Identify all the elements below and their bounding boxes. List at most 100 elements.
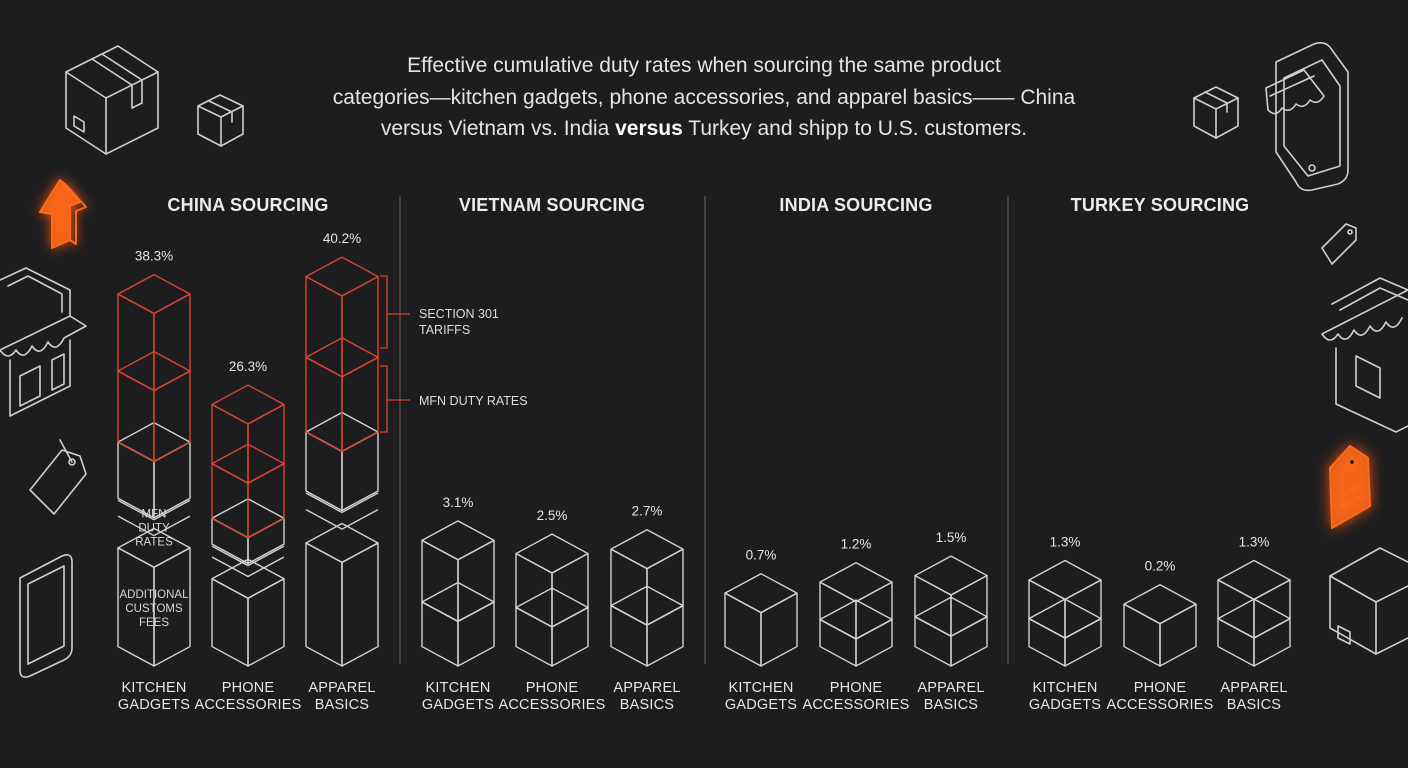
category-label: ACCESSORIES bbox=[803, 697, 910, 713]
bar: MFN DUTY RATES ADDITIONAL CUSTOMS FEES 38.3% KI… bbox=[117, 249, 191, 713]
upper-segment bbox=[819, 562, 893, 640]
cube-left-face bbox=[117, 441, 155, 519]
category-label: APPAREL bbox=[308, 680, 375, 696]
cube-left-face bbox=[515, 606, 553, 667]
cube-left-face bbox=[305, 275, 343, 378]
cube-right-face bbox=[247, 462, 285, 539]
title-line-3b: Turkey and shipp to U.S. customers. bbox=[682, 117, 1028, 140]
cube-right-face bbox=[1253, 617, 1291, 667]
cube-right-face bbox=[341, 542, 379, 667]
cube-right-face bbox=[551, 606, 589, 667]
cube-right-face bbox=[153, 293, 191, 392]
upper-segment bbox=[515, 533, 589, 628]
fees-segment bbox=[305, 522, 379, 667]
cube-right-face bbox=[153, 441, 191, 519]
cube-top-face bbox=[1217, 559, 1291, 601]
category-label: APPAREL bbox=[917, 680, 984, 696]
fees-in-bar-label: FEES bbox=[139, 617, 169, 629]
title-line-2: categories—kitchen gadgets, phone access… bbox=[332, 85, 1076, 109]
cube-top-face bbox=[610, 529, 684, 570]
cube-right-face bbox=[247, 578, 285, 667]
cube-left-face bbox=[1028, 617, 1066, 667]
upper-segment bbox=[610, 529, 684, 626]
value-label: 2.7% bbox=[632, 504, 663, 519]
value-label: 1.3% bbox=[1050, 535, 1081, 550]
package-box-icon bbox=[65, 45, 159, 155]
category-label: BASICS bbox=[1227, 697, 1281, 713]
value-label: 26.3% bbox=[229, 359, 267, 374]
title-line-3-bold: versus bbox=[615, 117, 683, 140]
upper-segment bbox=[914, 555, 988, 637]
cube-left-face bbox=[819, 618, 857, 667]
stack-separator bbox=[117, 499, 191, 521]
upper-segment bbox=[421, 520, 495, 623]
cube-left-face bbox=[211, 403, 249, 484]
stack-separator bbox=[211, 556, 285, 578]
value-label: 1.3% bbox=[1239, 535, 1270, 550]
cube-top-face bbox=[724, 573, 798, 614]
category-label: PHONE bbox=[830, 680, 883, 696]
cube-right-face bbox=[247, 403, 285, 484]
storefront-right-icon bbox=[1321, 277, 1408, 433]
cube-right-face bbox=[646, 548, 684, 626]
stack-separator bbox=[305, 492, 379, 514]
category-label: KITCHEN bbox=[121, 680, 186, 696]
title-line-3a: versus Vietnam vs. India bbox=[380, 117, 616, 140]
cube-left-face bbox=[724, 592, 762, 667]
upper-segment bbox=[1217, 559, 1291, 639]
value-label: 1.5% bbox=[936, 530, 967, 545]
cube-right-face bbox=[341, 275, 379, 378]
category-label: GADGETS bbox=[725, 697, 797, 713]
value-label: 3.1% bbox=[443, 495, 474, 510]
cube-top-face bbox=[211, 384, 285, 425]
chart-title: Effective cumulative duty rates when sou… bbox=[254, 50, 1154, 145]
cube-top-face bbox=[305, 522, 379, 564]
value-label: 38.3% bbox=[135, 249, 173, 264]
cube-left-face bbox=[117, 293, 155, 392]
cube-right-face bbox=[457, 539, 495, 623]
group-title: INDIA SOURCING bbox=[779, 195, 932, 215]
section301-label: SECTION 301 bbox=[419, 307, 499, 321]
cube-top-face bbox=[819, 562, 893, 603]
value-label: 2.5% bbox=[537, 508, 568, 523]
cube-left-face bbox=[305, 431, 343, 512]
section301-bracket bbox=[380, 275, 410, 349]
mfn-in-bar-label: MFN bbox=[142, 508, 167, 520]
cube-top-face bbox=[914, 555, 988, 596]
arrow-up-icon bbox=[39, 179, 87, 249]
tariff-segment-upper bbox=[305, 256, 379, 378]
stack-separator bbox=[305, 509, 379, 530]
price-tag-icon bbox=[29, 439, 87, 515]
cube-top-face bbox=[1028, 559, 1102, 601]
value-label: 0.7% bbox=[746, 548, 777, 563]
group-china: CHINA SOURCING MFN DUTY RATES ADDITIONAL CUST… bbox=[117, 195, 379, 713]
category-label: ACCESSORIES bbox=[1107, 697, 1214, 713]
small-tag-icon bbox=[1321, 223, 1357, 265]
cube-right-face bbox=[341, 431, 379, 512]
cube-right-face bbox=[855, 618, 893, 667]
cube-top-face bbox=[421, 520, 495, 561]
category-label: GADGETS bbox=[1029, 697, 1101, 713]
package-box-right-icon bbox=[1329, 547, 1408, 655]
tariff-annotations: SECTION 301 TARIFFS MFN DUTY RATES bbox=[380, 275, 528, 433]
category-label: APPAREL bbox=[1220, 680, 1287, 696]
cube-left-face bbox=[1217, 617, 1255, 667]
section301-label: TARIFFS bbox=[419, 323, 470, 337]
mfn-in-bar-label: DUTY bbox=[138, 522, 170, 534]
tablet-icon bbox=[19, 554, 73, 678]
category-label: BASICS bbox=[315, 697, 369, 713]
cube-right-face bbox=[153, 370, 191, 463]
cube-top-face bbox=[515, 533, 589, 574]
mfn-label: MFN DUTY RATES bbox=[419, 394, 528, 408]
title-line-1: Effective cumulative duty rates when sou… bbox=[407, 54, 1001, 77]
tariff-segment-upper bbox=[211, 384, 285, 484]
